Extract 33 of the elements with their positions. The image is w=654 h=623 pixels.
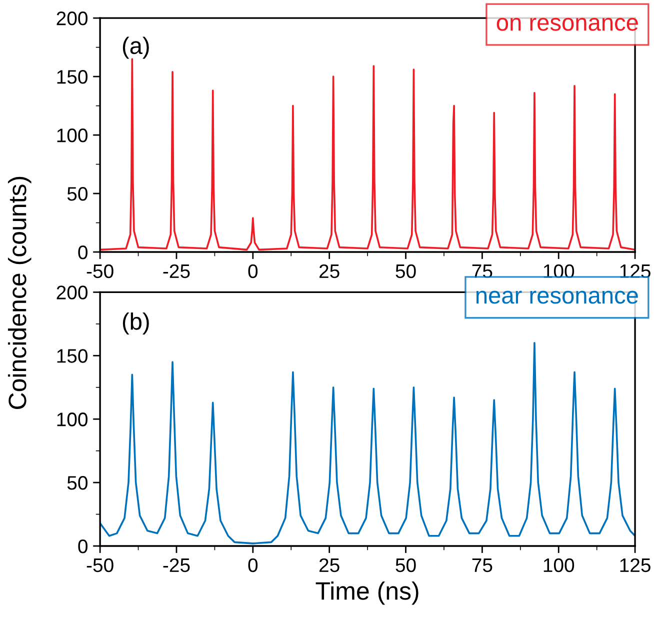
- x-tick-label: -50: [86, 264, 114, 278]
- x-tick-label: 125: [620, 558, 650, 572]
- x-tick-label: 50: [396, 264, 416, 278]
- y-tick-label: 150: [57, 70, 88, 84]
- x-tick-label: -25: [163, 264, 190, 278]
- x-axis-title: Time (ns): [316, 581, 418, 605]
- x-tick-label: 75: [472, 264, 492, 278]
- y-tick-label: 0: [78, 245, 88, 260]
- x-tick-label: 0: [248, 264, 258, 278]
- text: near resonance: [476, 290, 638, 304]
- y-tick-label: 50: [67, 186, 88, 201]
- x-tick-label: -25: [163, 558, 190, 572]
- annotation: (a): [122, 36, 149, 59]
- y-tick-label: 150: [57, 349, 88, 363]
- y-axis-title: Coincidence (counts): [8, 176, 32, 409]
- x-tick-label: -50: [86, 558, 114, 572]
- x-tick-label: 75: [472, 558, 492, 572]
- line-series: [100, 342, 636, 544]
- x-tick-label: 100: [544, 558, 574, 572]
- text: on resonance: [496, 18, 638, 31]
- x-tick-label: 25: [320, 558, 340, 572]
- annotation: (b): [122, 312, 149, 334]
- y-tick-label: 200: [56, 12, 88, 26]
- x-tick-label: 0: [248, 558, 258, 572]
- y-tick-label: 200: [56, 286, 88, 300]
- x-tick-label: 50: [396, 558, 416, 572]
- y-tick-label: 100: [57, 128, 88, 142]
- x-tick-label: 25: [320, 264, 340, 278]
- x-tick-label: 125: [620, 264, 650, 278]
- y-tick-label: 100: [57, 412, 88, 426]
- y-tick-label: 0: [78, 539, 88, 554]
- y-tick-label: 50: [67, 476, 88, 490]
- x-tick-label: 100: [544, 264, 574, 278]
